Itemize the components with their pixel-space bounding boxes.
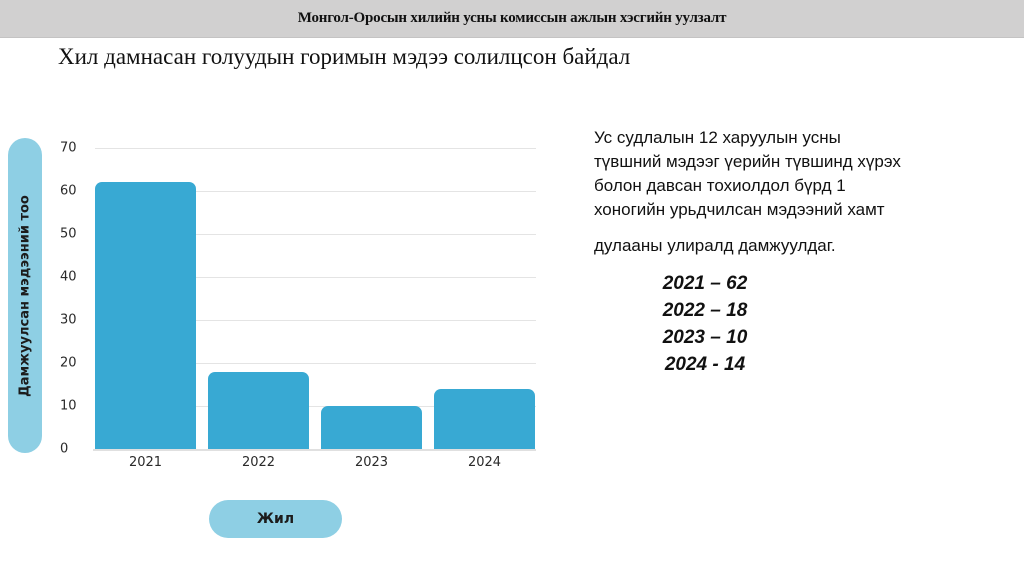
value-item: 2024 - 14 bbox=[664, 354, 746, 375]
gridline bbox=[95, 406, 536, 407]
description-line: хоногийн урьдчилсан мэдээний хамт bbox=[594, 200, 885, 219]
y-tick-label: 20 bbox=[60, 355, 77, 371]
y-tick-label: 10 bbox=[60, 398, 77, 414]
y-axis-label: Дамжуулсан мэдээний тоо bbox=[17, 194, 33, 397]
bar-2022 bbox=[208, 371, 309, 449]
gridline bbox=[95, 148, 536, 149]
description-line: Ус судлалын 12 харуулын усны bbox=[594, 128, 841, 147]
value-item: 2022 – 18 bbox=[662, 300, 748, 321]
y-tick-label: 40 bbox=[60, 269, 77, 285]
slide-title: Хил дамнасан голуудын горимын мэдээ соли… bbox=[58, 44, 631, 69]
x-axis-label: Жил bbox=[256, 511, 295, 527]
y-tick-label: 70 bbox=[60, 140, 77, 156]
value-item: 2023 – 10 bbox=[662, 327, 748, 348]
value-item: 2021 – 62 bbox=[662, 273, 748, 294]
description-line: дулааны улиралд дамжуулдаг. bbox=[594, 236, 836, 255]
x-tick-label: 2023 bbox=[354, 455, 389, 470]
bar-2023 bbox=[321, 406, 422, 449]
x-axis-baseline bbox=[93, 449, 536, 451]
yearly-values-list: 2021 – 62 2022 – 18 2023 – 10 2024 - 14 bbox=[640, 270, 770, 378]
x-tick-label: 2022 bbox=[241, 455, 276, 470]
y-tick-label: 30 bbox=[60, 312, 77, 328]
description-line: түвшний мэдээг үерийн түвшинд хүрэх bbox=[594, 152, 901, 171]
y-tick-label: 50 bbox=[60, 226, 77, 242]
y-tick-label: 0 bbox=[60, 441, 69, 457]
x-axis-label-pill: Жил bbox=[209, 500, 342, 538]
bar-2024 bbox=[434, 388, 535, 449]
y-tick-label: 60 bbox=[60, 183, 77, 199]
gridline bbox=[95, 234, 536, 235]
gridline bbox=[95, 363, 536, 364]
header-title: Монгол-Оросын хилийн усны комиссын ажлын… bbox=[297, 10, 727, 26]
x-tick-label: 2024 bbox=[467, 455, 502, 470]
header-bar: Монгол-Оросын хилийн усны комиссын ажлын… bbox=[0, 0, 1024, 38]
description-text: Ус судлалын 12 харуулын усны түвшний мэд… bbox=[594, 126, 994, 258]
gridline bbox=[95, 277, 536, 278]
gridline bbox=[95, 320, 536, 321]
gridline bbox=[95, 191, 536, 192]
x-tick-label: 2021 bbox=[128, 455, 163, 470]
y-axis-label-pill: Дамжуулсан мэдээний тоо bbox=[8, 138, 42, 453]
bar-2021 bbox=[95, 182, 196, 449]
description-line: болон давсан тохиолдол бүрд 1 bbox=[594, 176, 846, 195]
